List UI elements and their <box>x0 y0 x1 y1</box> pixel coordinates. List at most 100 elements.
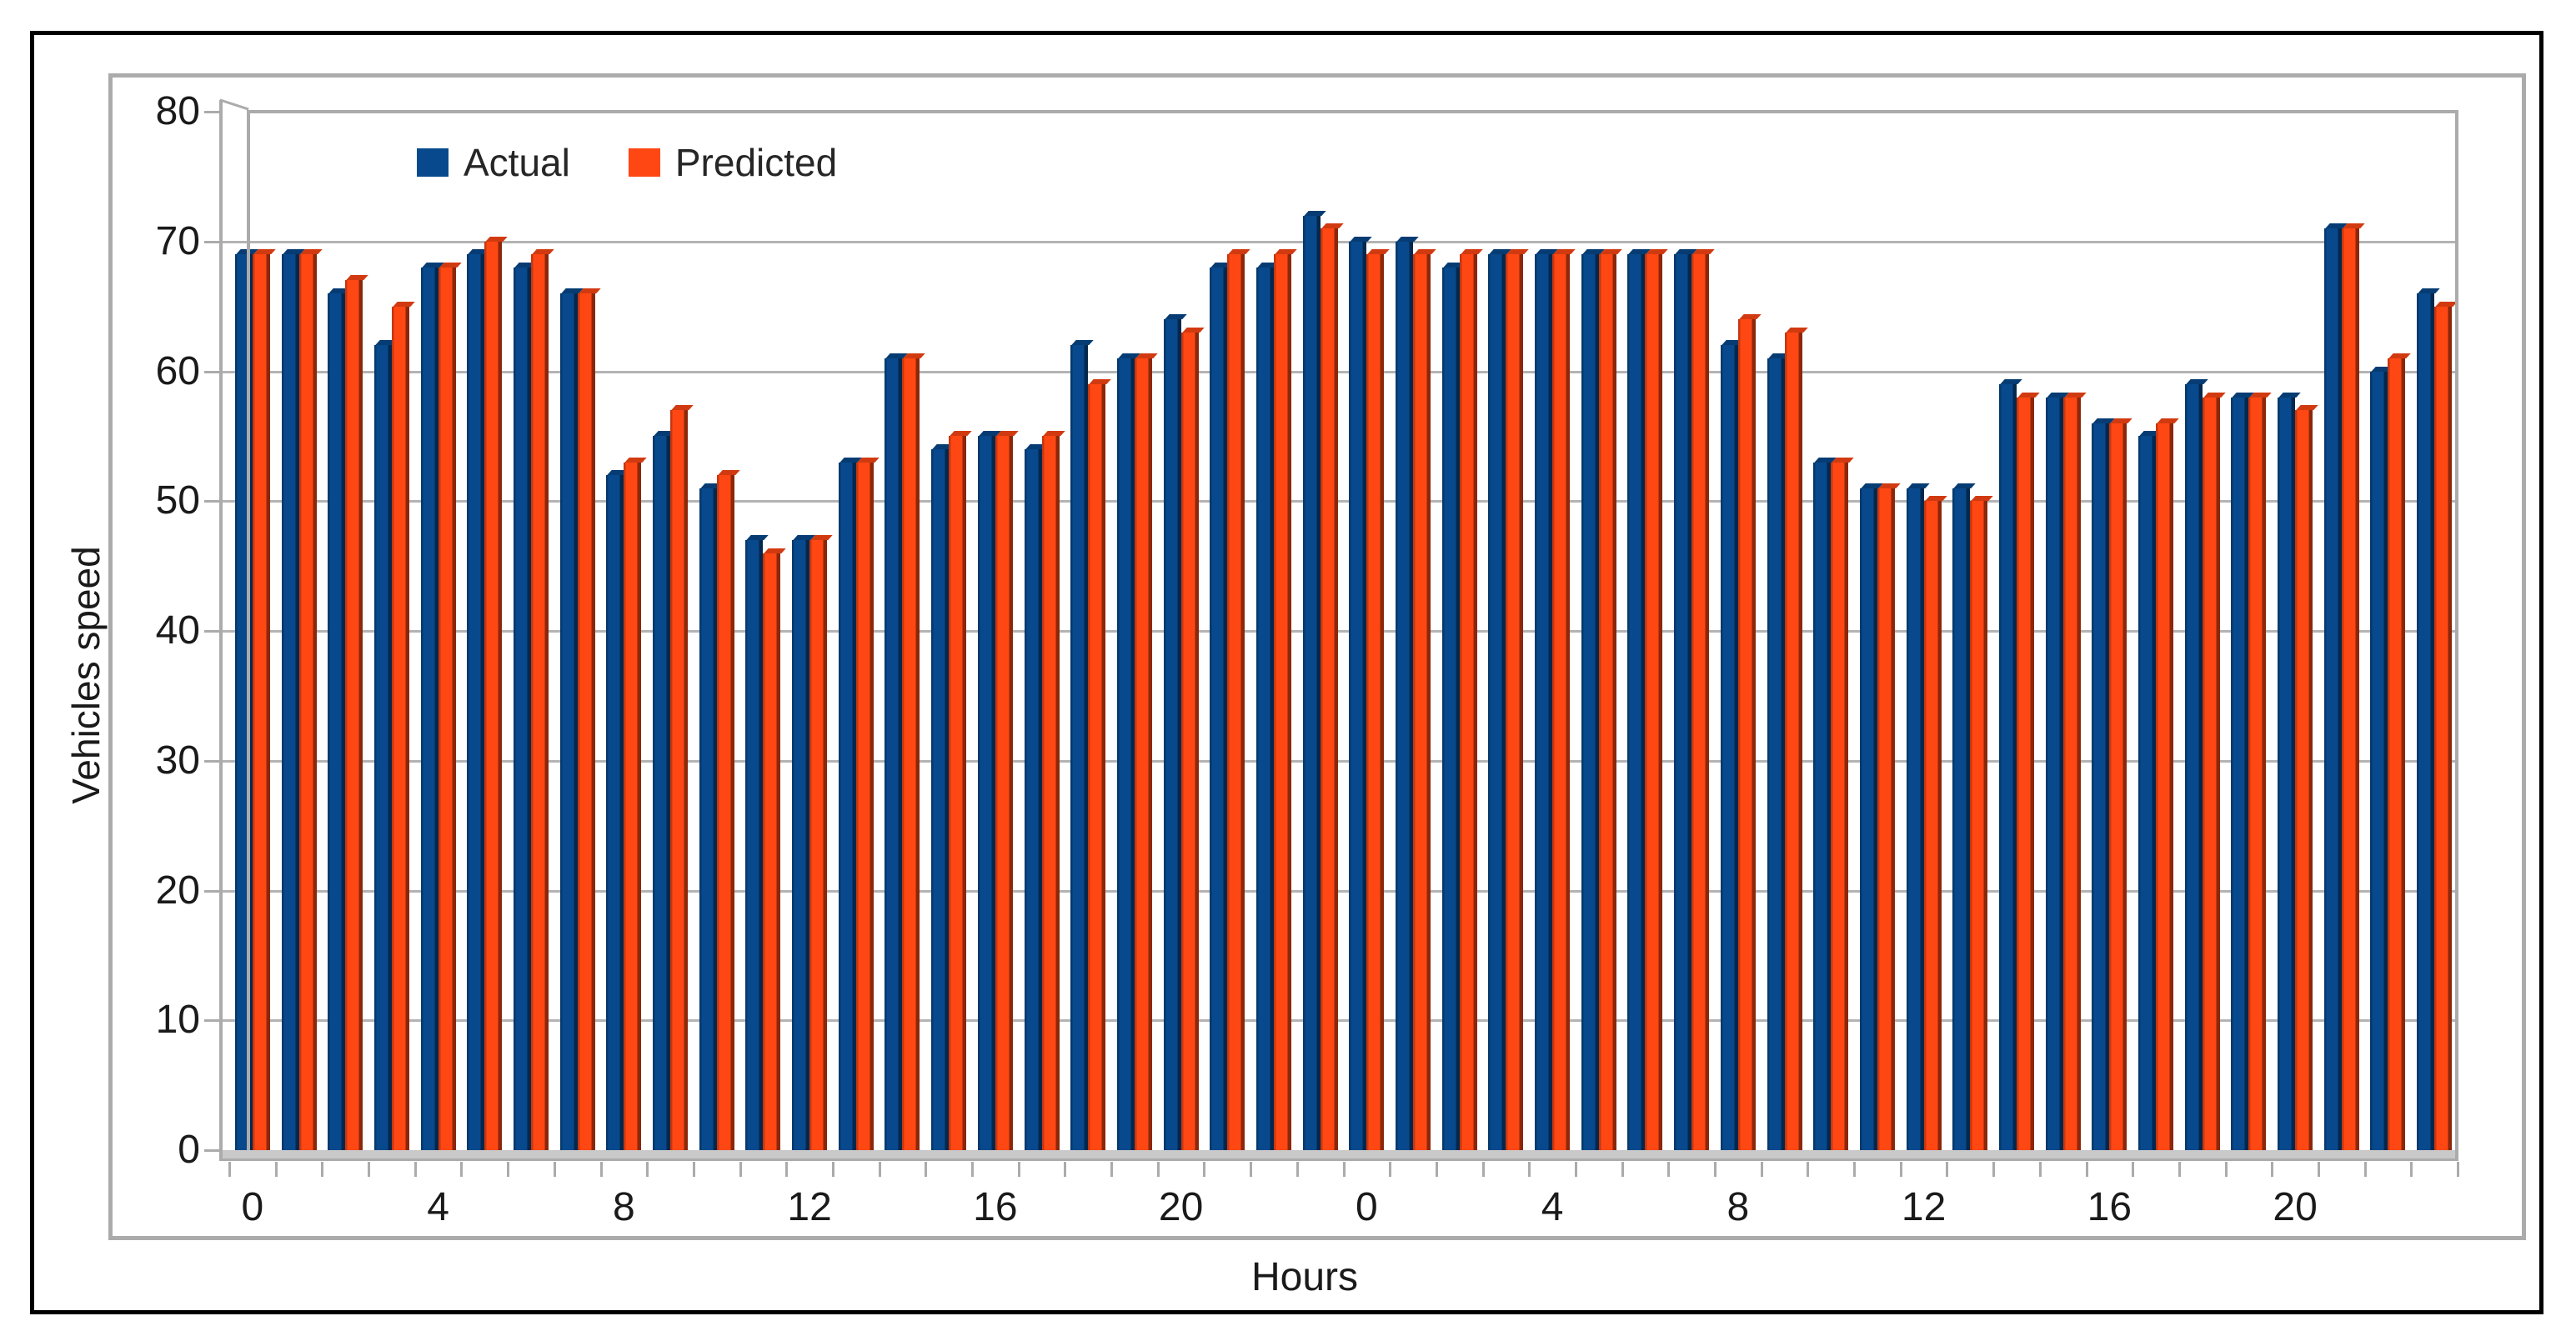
bar-3d-cap <box>1414 249 1436 255</box>
predicted-bar-hour-20-day2 <box>2295 405 2318 1150</box>
actual-bar-hour-12-day2 <box>1906 483 1930 1150</box>
actual-bar-hour-15-day2 <box>2045 392 2069 1150</box>
bar-3d-cap <box>1506 249 1530 255</box>
predicted-bar-hour-4-day2 <box>1552 249 1576 1150</box>
actual-bar-hour-10-day2 <box>1813 457 1837 1150</box>
bar-3d-cap <box>1692 249 1715 255</box>
actual-bar-hour-20-day2 <box>2278 392 2301 1150</box>
bar-3d-cap <box>1461 249 1483 255</box>
actual-bar-hour-11-day1 <box>745 534 769 1150</box>
bar-3d-cap <box>1739 314 1762 320</box>
actual-bar-hour-2-day2 <box>1441 262 1466 1150</box>
predicted-bar-hour-1-day1 <box>298 249 323 1150</box>
bar-3d-cap <box>299 249 323 255</box>
bar-3d-cap <box>2435 301 2458 307</box>
y-tick-mark-60 <box>204 370 219 373</box>
actual-bar-hour-22-day2 <box>2370 366 2394 1150</box>
actual-bar-hour-6-day2 <box>1627 249 1651 1150</box>
bar-3d-cap <box>1071 340 1094 346</box>
x-tick-mark-15 <box>925 1162 928 1177</box>
bar-3d-cap <box>2343 223 2365 229</box>
gridline-y-60 <box>219 370 2458 373</box>
x-tick-label-4: 16 <box>973 1185 1018 1229</box>
bar-3d-cap <box>1321 223 1344 229</box>
y-tick-mark-70 <box>204 240 219 243</box>
x-tick-label-9: 12 <box>1901 1185 1947 1229</box>
x-tick-mark-30 <box>1621 1162 1624 1177</box>
y-tick-mark-10 <box>204 1019 219 1023</box>
predicted-bar-hour-8-day1 <box>624 457 648 1150</box>
x-tick-mark-4 <box>413 1162 417 1177</box>
x-tick-mark-32 <box>1714 1162 1716 1177</box>
bar-3d-cap <box>1164 314 1187 320</box>
x-tick-mark-13 <box>831 1162 834 1177</box>
predicted-bar-hour-23-day1 <box>1320 223 1344 1150</box>
x-tick-mark-24 <box>1342 1162 1346 1177</box>
bar-3d-cap <box>532 249 554 255</box>
actual-bar-hour-2-day1 <box>328 288 351 1150</box>
plot-top-edge <box>247 110 2458 113</box>
predicted-bar-hour-9-day2 <box>1784 327 1808 1150</box>
gridline-y-10 <box>219 1019 2458 1023</box>
bar-3d-cap <box>810 534 833 540</box>
predicted-bar-hour-18-day1 <box>1088 379 1111 1150</box>
x-tick-label-11: 20 <box>2273 1185 2318 1229</box>
bar-3d-cap <box>1785 327 1808 333</box>
legend-item-predicted: Predicted <box>628 140 837 185</box>
x-tick-mark-43 <box>2224 1162 2228 1177</box>
predicted-bar-hour-19-day2 <box>2248 392 2273 1150</box>
x-tick-label-0: 0 <box>241 1185 264 1229</box>
x-tick-mark-20 <box>1156 1162 1160 1177</box>
bar-3d-cap <box>2249 392 2273 398</box>
gridline-y-40 <box>219 630 2458 633</box>
x-tick-label-2: 8 <box>612 1185 635 1229</box>
predicted-bar-hour-12-day2 <box>1923 496 1947 1150</box>
actual-bar-hour-3-day1 <box>373 340 398 1150</box>
bar-3d-cap <box>2063 392 2087 398</box>
x-tick-mark-48 <box>2457 1162 2459 1177</box>
actual-bar-hour-14-day1 <box>885 353 909 1150</box>
actual-bar-hour-6-day1 <box>513 262 537 1150</box>
actual-bar-hour-0-day2 <box>1349 236 1373 1150</box>
legend-item-actual: Actual <box>417 140 570 185</box>
x-tick-mark-7 <box>553 1162 556 1177</box>
x-tick-mark-2 <box>321 1162 324 1177</box>
x-tick-mark-38 <box>1992 1162 1996 1177</box>
actual-bar-hour-13-day1 <box>838 457 862 1150</box>
x-tick-mark-47 <box>2410 1162 2413 1177</box>
actual-bar-hour-19-day1 <box>1116 353 1140 1150</box>
bar-3d-cap <box>718 470 740 476</box>
bar-3d-cap <box>1303 210 1326 216</box>
predicted-bar-hour-19-day1 <box>1134 353 1158 1150</box>
predicted-bar-hour-22-day1 <box>1273 249 1297 1150</box>
bar-3d-cap <box>1907 483 1930 488</box>
actual-bar-hour-11-day2 <box>1859 483 1883 1150</box>
actual-bar-hour-5-day1 <box>467 249 490 1150</box>
bar-3d-cap <box>950 431 972 437</box>
x-tick-mark-44 <box>2271 1162 2274 1177</box>
predicted-bar-hour-2-day1 <box>345 275 368 1150</box>
predicted-bar-hour-14-day1 <box>902 353 926 1150</box>
wall-top-diagonal <box>219 98 249 111</box>
actual-bar-hour-16-day1 <box>977 431 1001 1150</box>
predicted-bar-hour-0-day2 <box>1366 249 1391 1150</box>
y-tick-mark-80 <box>204 111 219 113</box>
x-tick-mark-6 <box>507 1162 510 1177</box>
y-tick-mark-50 <box>204 500 219 503</box>
x-tick-label-6: 0 <box>1355 1185 1378 1229</box>
predicted-bar-hour-11-day1 <box>763 548 787 1150</box>
actual-bar-hour-18-day1 <box>1070 340 1094 1150</box>
actual-bar-hour-1-day1 <box>281 249 305 1150</box>
predicted-bar-hour-6-day1 <box>530 249 554 1150</box>
x-tick-mark-41 <box>2132 1162 2135 1177</box>
bar-3d-cap <box>1181 327 1205 333</box>
x-axis-title: Hours <box>1250 1255 1359 1299</box>
plot-floor <box>219 1150 2458 1161</box>
bar-3d-cap <box>996 431 1019 437</box>
bar-3d-cap <box>2418 288 2440 294</box>
predicted-bar-hour-12-day1 <box>809 534 833 1150</box>
x-tick-mark-25 <box>1389 1162 1392 1177</box>
predicted-bar-hour-21-day2 <box>2341 223 2365 1150</box>
y-tick-mark-0 <box>204 1149 219 1152</box>
